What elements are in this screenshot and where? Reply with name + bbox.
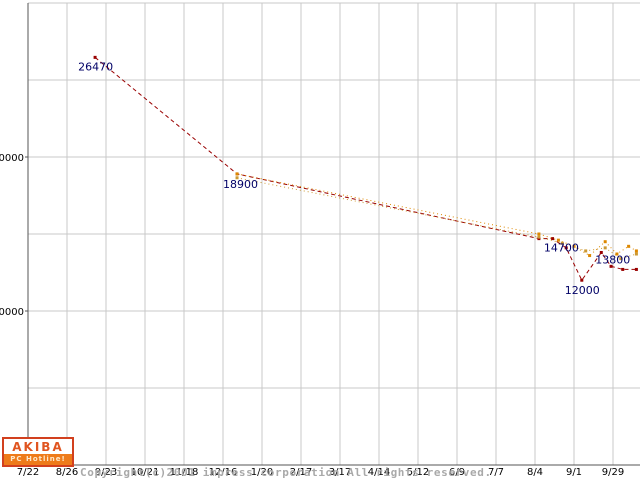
copyright-block: Copyright(c)2001 impress corporation All… xyxy=(80,437,492,480)
series-marker xyxy=(537,237,541,241)
y-axis-tick-label: 10000 xyxy=(0,307,24,318)
series-marker xyxy=(560,241,564,245)
series-marker xyxy=(609,264,613,268)
x-axis-tick-label: 11/18 xyxy=(170,467,199,478)
series-marker xyxy=(619,257,623,261)
series-marker xyxy=(537,235,541,239)
x-axis-tick-label: 8/26 xyxy=(56,467,78,478)
x-axis-tick-label: 4/14 xyxy=(368,467,390,478)
x-axis-tick-label: 7/7 xyxy=(488,467,504,478)
series-marker xyxy=(93,55,97,59)
price-annotation: 13800 xyxy=(595,253,630,266)
x-axis-tick-label: 9/1 xyxy=(566,467,582,478)
series-marker xyxy=(556,238,560,242)
x-axis-tick-label: 9/29 xyxy=(602,467,624,478)
series-marker xyxy=(634,267,638,271)
footer: AKIBA PC Hotline! Copyright(c)2001 impre… xyxy=(2,437,492,480)
copyright-line: Copyright(c)2001 impress corporation All… xyxy=(80,466,492,479)
series-marker xyxy=(551,237,555,241)
series-marker xyxy=(603,246,607,250)
x-axis-tick-label: 9/23 xyxy=(95,467,117,478)
akiba-logo: AKIBA PC Hotline! xyxy=(2,437,74,467)
series-marker xyxy=(564,246,568,250)
series-red-dashed xyxy=(94,57,637,282)
x-axis-tick-label: 10/21 xyxy=(131,467,160,478)
x-axis-tick-label: 12/16 xyxy=(209,467,238,478)
x-axis-tick-label: 6/9 xyxy=(449,467,465,478)
series-marker xyxy=(580,278,584,282)
series-marker xyxy=(634,249,638,253)
series-marker xyxy=(627,244,631,248)
series-marker xyxy=(615,252,619,256)
akiba-logo-title: AKIBA xyxy=(12,439,64,454)
series-marker xyxy=(584,249,588,253)
akiba-logo-subtitle: PC Hotline! xyxy=(4,454,72,465)
x-axis-tick-label: 3/17 xyxy=(329,467,351,478)
series-marker xyxy=(634,252,638,256)
series-marker xyxy=(537,232,541,236)
series-marker xyxy=(621,267,625,271)
series-marker xyxy=(235,172,239,176)
price-annotation: 26470 xyxy=(78,60,113,73)
y-axis-tick-label: 20000 xyxy=(0,153,24,164)
series-marker xyxy=(603,240,607,244)
x-axis-tick-label: 2/17 xyxy=(290,467,312,478)
series-marker xyxy=(572,244,576,248)
x-axis-tick-label: 5/12 xyxy=(407,467,429,478)
price-annotation: 12000 xyxy=(565,284,600,297)
price-annotation: 14700 xyxy=(544,242,579,255)
price-annotation: 18900 xyxy=(223,178,258,191)
x-axis-tick-label: 1/20 xyxy=(251,467,273,478)
series-marker xyxy=(588,254,592,258)
series-marker xyxy=(235,176,239,180)
x-axis-tick-label: 8/4 xyxy=(527,467,543,478)
x-axis-tick-label: 7/22 xyxy=(17,467,39,478)
series-marker xyxy=(599,250,603,254)
